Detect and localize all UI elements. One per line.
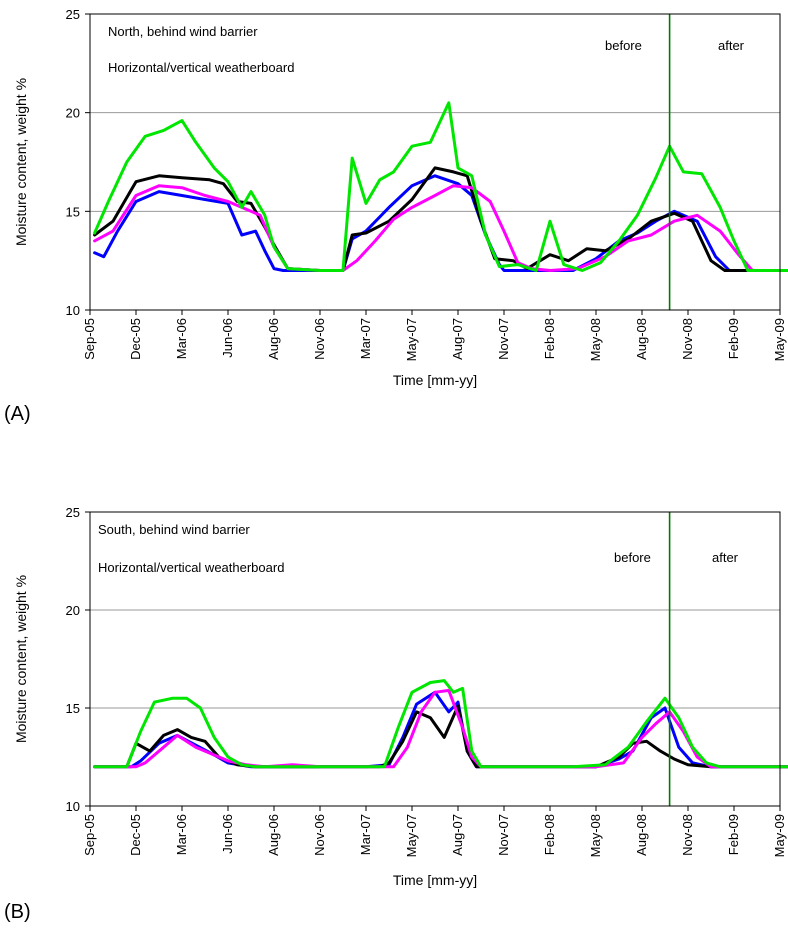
series-line-3	[93, 101, 788, 272]
x-axis-label: Time [mm-yy]	[393, 372, 477, 388]
x-tick-label: Aug-07	[450, 814, 465, 856]
after-annotation: after	[718, 38, 745, 53]
panel-label: (A)	[4, 403, 31, 425]
x-tick-label: Aug-06	[266, 318, 281, 360]
location-annotation: South, behind wind barrier	[98, 522, 250, 537]
y-tick-label: 10	[66, 799, 80, 814]
x-tick-label: Nov-08	[680, 318, 695, 360]
cladding-annotation: Horizontal/vertical weatherboard	[98, 560, 284, 575]
plot-frame	[89, 13, 781, 311]
panel-label: (B)	[4, 901, 31, 923]
x-tick-label: May-09	[772, 318, 787, 361]
y-axis-label: Moisture content, weight %	[13, 78, 29, 246]
x-tick-label: Nov-08	[680, 814, 695, 856]
x-tick-label: Sep-05	[82, 814, 97, 856]
x-tick-label: Dec-05	[128, 318, 143, 360]
y-tick-label: 15	[66, 204, 80, 219]
x-tick-label: Nov-07	[496, 814, 511, 856]
x-tick-label: May-09	[772, 814, 787, 857]
x-tick-label: Nov-06	[312, 814, 327, 856]
y-axis-label: Moisture content, weight %	[13, 575, 29, 743]
x-tick-label: Feb-08	[542, 814, 557, 855]
x-tick-label: Jun-06	[220, 814, 235, 854]
x-tick-label: Aug-08	[634, 814, 649, 856]
x-tick-label: Dec-05	[128, 814, 143, 856]
series-line-1	[93, 704, 788, 769]
x-tick-label: Aug-08	[634, 318, 649, 360]
y-tick-label: 20	[66, 106, 80, 121]
plot-frame	[89, 511, 781, 807]
x-tick-label: Aug-07	[450, 318, 465, 360]
x-tick-label: Nov-07	[496, 318, 511, 360]
x-tick-label: Aug-06	[266, 814, 281, 856]
x-tick-label: Mar-06	[174, 318, 189, 359]
after-annotation: after	[712, 550, 739, 565]
cladding-annotation: Horizontal/vertical weatherboard	[108, 60, 294, 75]
y-tick-label: 15	[66, 701, 80, 716]
y-tick-label: 25	[66, 7, 80, 22]
before-annotation: before	[605, 38, 642, 53]
x-tick-label: Feb-09	[726, 318, 741, 359]
x-tick-label: Jun-06	[220, 318, 235, 358]
x-tick-label: May-07	[404, 318, 419, 361]
x-tick-label: Mar-06	[174, 814, 189, 855]
location-annotation: North, behind wind barrier	[108, 24, 258, 39]
before-annotation: before	[614, 550, 651, 565]
x-tick-label: May-07	[404, 814, 419, 857]
x-tick-label: Sep-05	[82, 318, 97, 360]
x-tick-label: Mar-07	[358, 318, 373, 359]
x-tick-label: May-08	[588, 318, 603, 361]
y-tick-label: 25	[66, 505, 80, 520]
y-tick-label: 20	[66, 603, 80, 618]
x-axis-label: Time [mm-yy]	[393, 872, 477, 888]
x-tick-label: May-08	[588, 814, 603, 857]
y-tick-label: 10	[66, 303, 80, 318]
x-tick-label: Nov-06	[312, 318, 327, 360]
x-tick-label: Feb-08	[542, 318, 557, 359]
x-tick-label: Mar-07	[358, 814, 373, 855]
x-tick-label: Feb-09	[726, 814, 741, 855]
series-line-2	[93, 184, 788, 272]
series-line-3	[93, 679, 788, 769]
series-line-0	[93, 174, 788, 272]
